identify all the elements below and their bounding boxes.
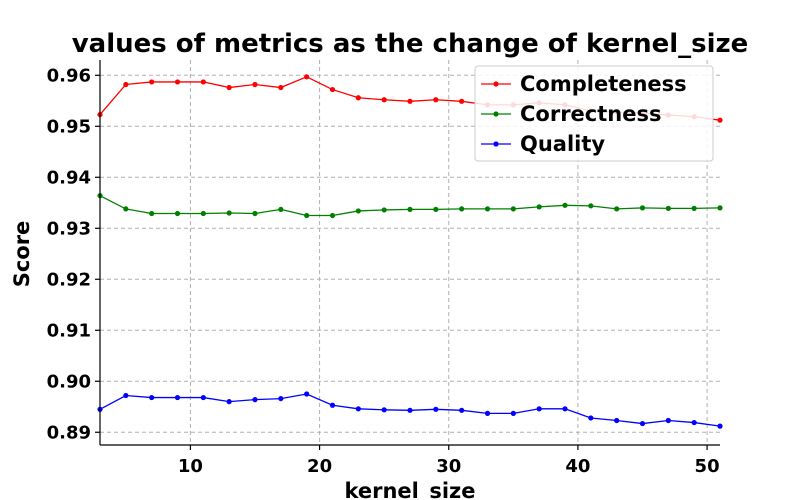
data-point-quality (252, 397, 258, 403)
data-point-quality (407, 407, 413, 413)
tick-labels: 10 20 30 40 50 0.89 0.90 0.91 0.92 0.93 0.94 0.95 0.… (47, 65, 720, 477)
data-point-quality (639, 420, 646, 427)
axes (95, 60, 720, 450)
data-point-quality (691, 419, 697, 426)
data-point-quality (536, 406, 542, 412)
data-point-correctness (304, 212, 310, 219)
y-tick-label: 0.94 (47, 167, 91, 188)
y-tick-label: 0.96 (47, 65, 91, 86)
data-point-correctness (433, 206, 439, 213)
legend-entry-completeness: Completeness (481, 72, 687, 96)
data-point-quality (484, 410, 491, 416)
data-point-quality (329, 402, 336, 408)
series-correctness (97, 193, 723, 219)
legend-box (474, 65, 714, 162)
x-tick-label: 50 (695, 456, 720, 477)
legend-marker-completeness (493, 81, 499, 87)
data-point-completeness (433, 97, 439, 103)
data-point-quality (665, 417, 671, 424)
data-point-correctness (381, 207, 387, 213)
data-point-correctness (355, 208, 361, 214)
data-point-correctness (691, 205, 697, 211)
data-point-correctness (200, 210, 206, 217)
legend-entry-correctness: Correctness (481, 102, 661, 126)
data-point-correctness (149, 210, 155, 217)
data-point-completeness (226, 84, 232, 91)
data-point-correctness (484, 206, 491, 212)
data-point-correctness (123, 206, 129, 212)
data-point-quality (149, 394, 155, 401)
data-point-correctness (226, 210, 232, 216)
legend: Completeness Correctness Quality (474, 65, 714, 162)
data-point-correctness (459, 206, 465, 212)
data-point-completeness (278, 84, 284, 91)
data-point-correctness (174, 210, 181, 217)
data-point-correctness (562, 202, 568, 208)
data-point-quality (381, 407, 387, 413)
data-point-completeness (149, 79, 155, 85)
data-point-correctness (329, 212, 336, 219)
legend-label-correctness: Correctness (520, 102, 661, 126)
data-point-quality (200, 394, 206, 401)
legend-label-quality: Quality (520, 132, 605, 156)
data-point-completeness (381, 97, 387, 103)
legend-marker-correctness (493, 111, 499, 117)
x-tick-label: 10 (178, 456, 203, 477)
chart-title: values of metrics as the change of kerne… (72, 29, 749, 59)
data-point-quality (459, 407, 465, 413)
data-point-completeness (174, 79, 181, 85)
data-point-quality (717, 423, 723, 429)
data-point-correctness (536, 204, 542, 210)
data-point-completeness (123, 81, 129, 88)
data-point-completeness (252, 81, 258, 88)
data-point-correctness (252, 210, 258, 217)
legend-entry-quality: Quality (481, 132, 605, 156)
x-tick-label: 40 (565, 456, 590, 477)
data-point-completeness (304, 74, 310, 80)
data-point-correctness (614, 206, 620, 212)
data-point-correctness (510, 206, 516, 212)
data-point-correctness (717, 205, 723, 211)
data-point-quality (614, 417, 620, 424)
y-tick-label: 0.92 (47, 269, 91, 290)
data-point-quality (562, 406, 568, 412)
legend-label-completeness: Completeness (520, 72, 687, 96)
data-point-completeness (329, 86, 336, 93)
legend-marker-quality (493, 141, 499, 147)
x-tick-label: 20 (307, 456, 332, 477)
series-group (97, 74, 723, 429)
data-point-completeness (355, 95, 361, 101)
data-point-quality (355, 406, 361, 412)
data-point-completeness (200, 79, 206, 85)
y-tick-label: 0.95 (47, 116, 91, 137)
data-point-quality (433, 406, 439, 412)
data-point-correctness (665, 205, 671, 211)
y-tick-label: 0.91 (47, 320, 91, 341)
x-axis-label: kernel_size (344, 479, 475, 500)
series-quality (97, 391, 723, 429)
y-tick-label: 0.93 (47, 218, 91, 239)
data-point-quality (510, 410, 516, 416)
y-axis-label: Score (10, 221, 34, 288)
y-tick-label: 0.89 (47, 422, 91, 443)
data-point-quality (226, 399, 232, 405)
data-point-quality (123, 392, 129, 399)
data-point-completeness (459, 98, 465, 104)
data-point-completeness (717, 117, 723, 123)
data-point-quality (174, 394, 181, 401)
data-point-quality (304, 391, 310, 397)
data-point-correctness (588, 203, 594, 209)
data-point-correctness (278, 206, 284, 213)
series-line-correctness (99, 195, 721, 217)
data-point-completeness (407, 98, 413, 104)
data-point-correctness (639, 205, 646, 211)
y-tick-label: 0.90 (47, 371, 91, 392)
data-point-quality (278, 395, 284, 402)
data-point-correctness (407, 206, 413, 213)
x-tick-label: 30 (436, 456, 461, 477)
data-point-quality (588, 415, 594, 421)
